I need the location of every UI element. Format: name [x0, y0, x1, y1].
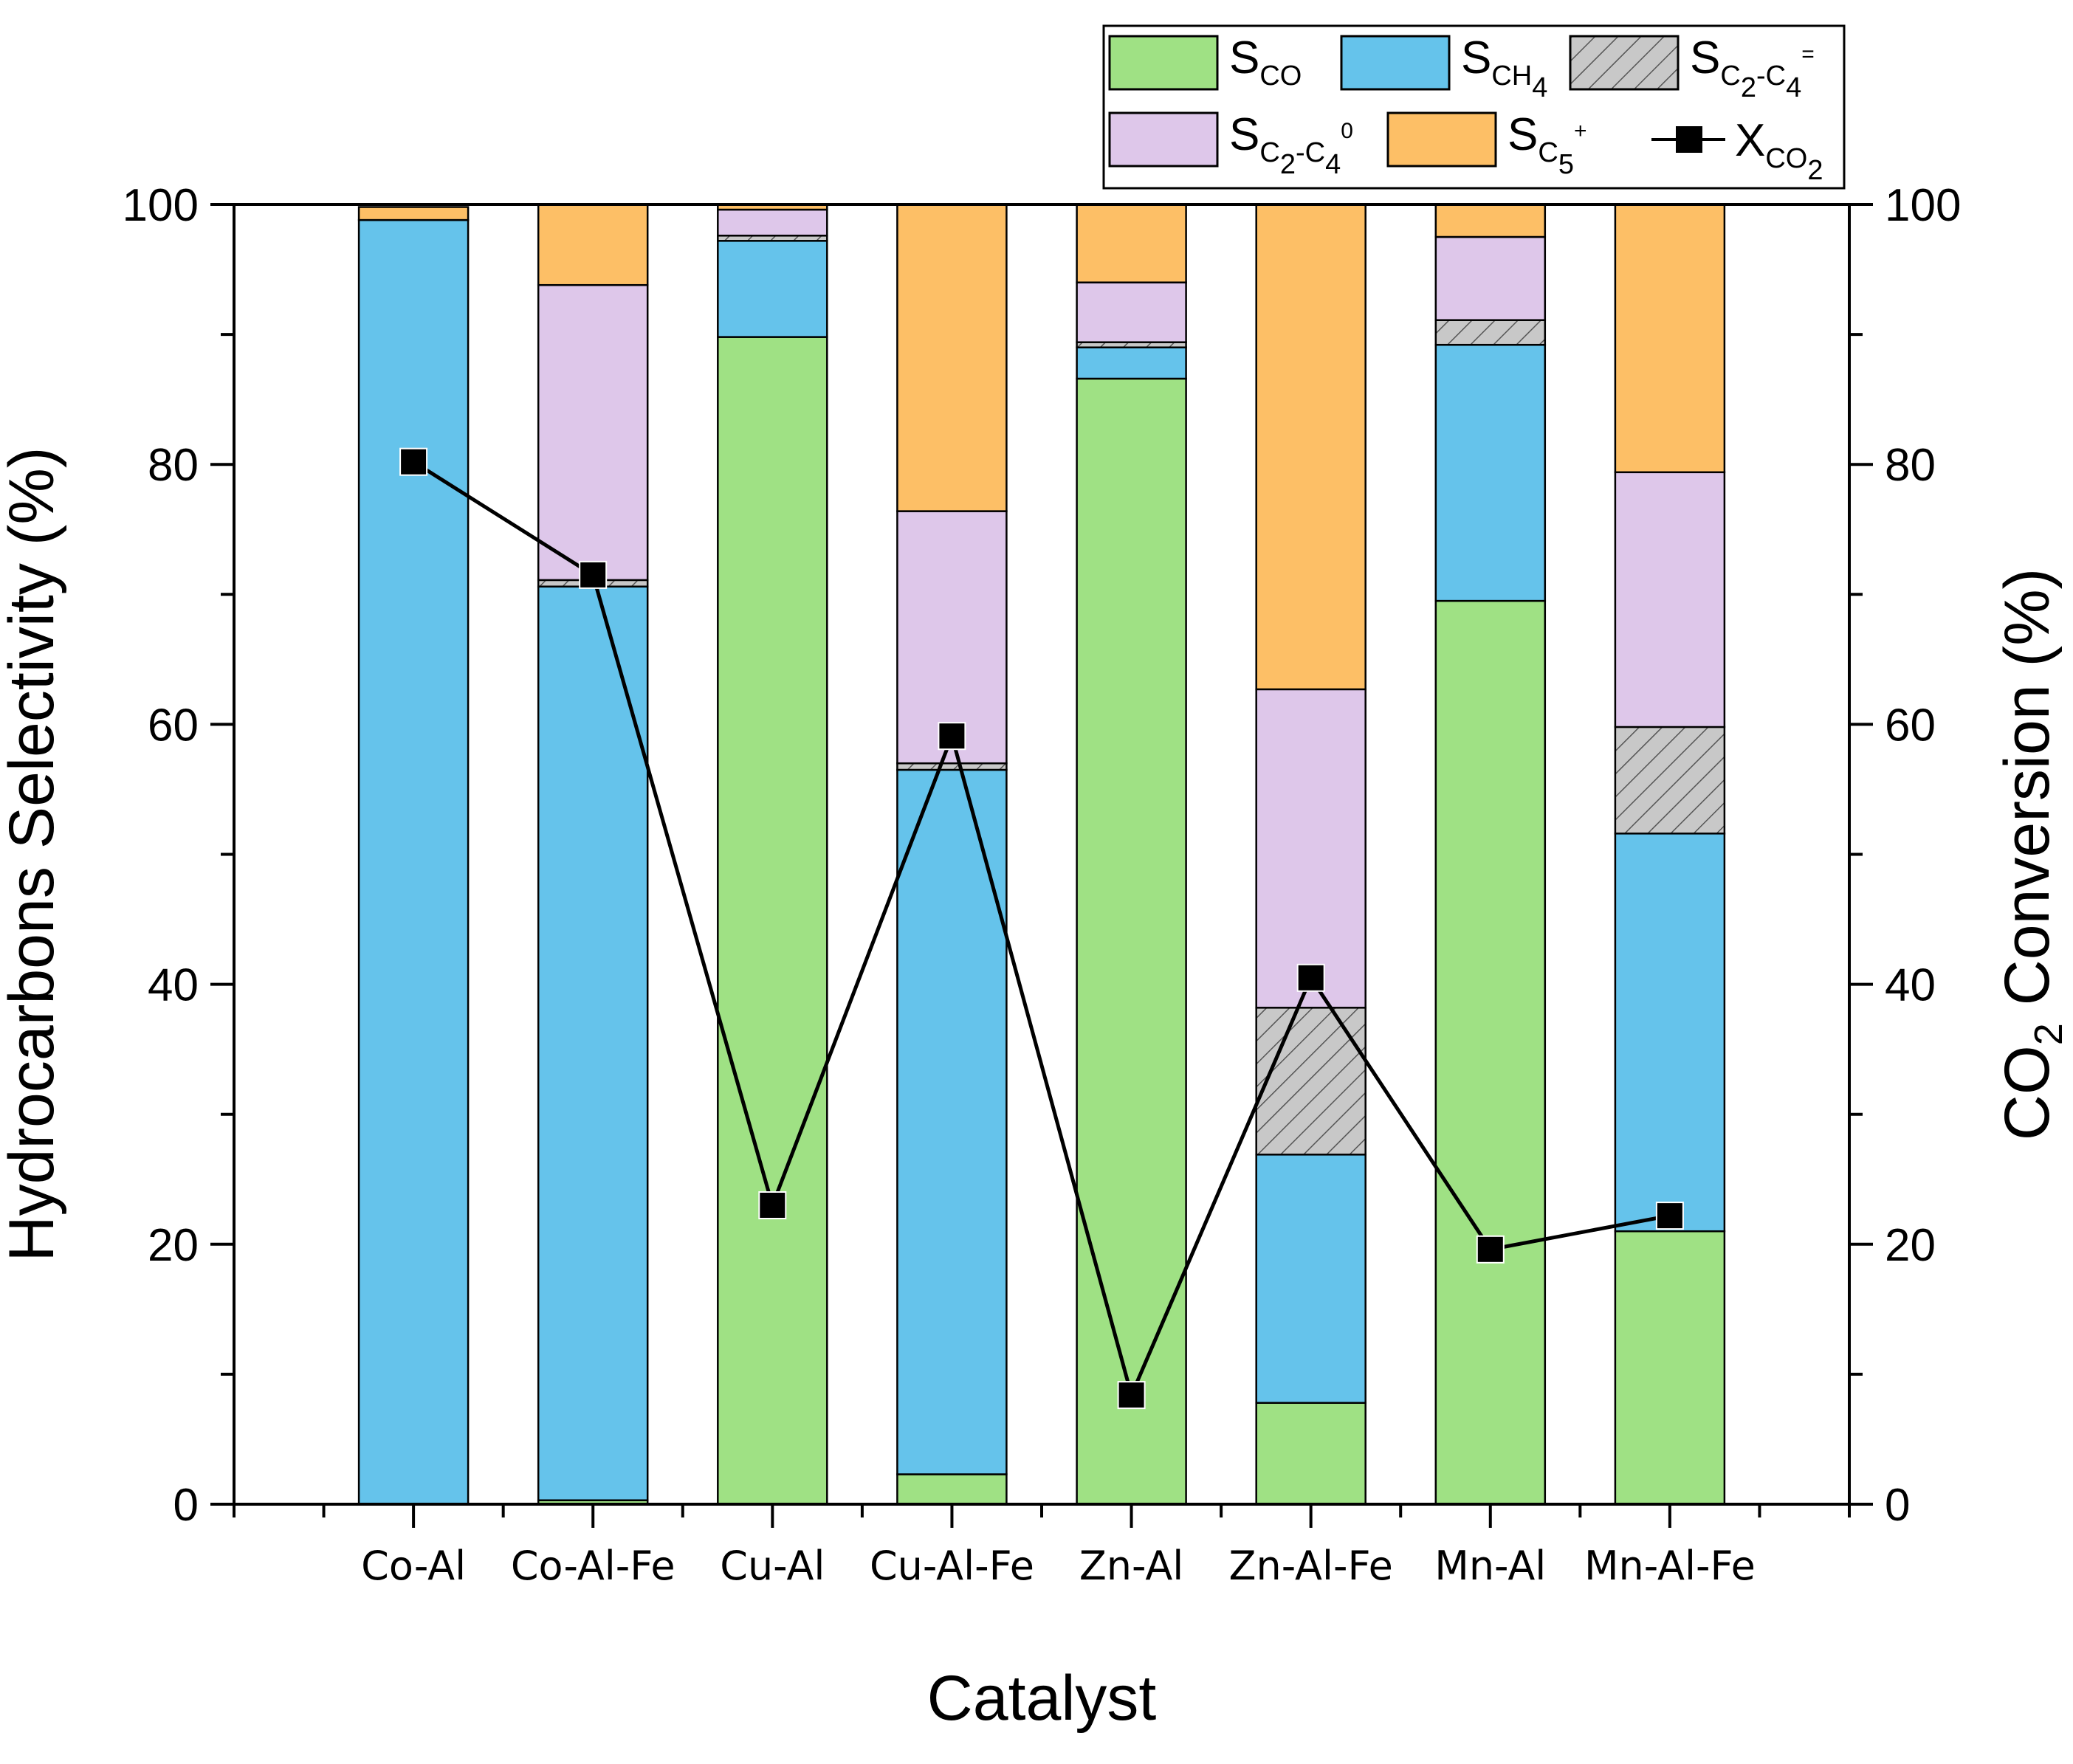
y2-tick-label: 20 — [1885, 1220, 1936, 1271]
legend-swatch-s-c5- — [1386, 111, 1497, 168]
conversion-marker-mn-al-fe — [1655, 1202, 1684, 1230]
conversion-marker-cu-al — [758, 1191, 787, 1219]
legend-label-s-co: SCO — [1229, 32, 1302, 92]
bar-segment-s-c2-c4-0-zn-al — [1076, 281, 1187, 343]
x-tick-label: Zn-Al — [1079, 1543, 1183, 1589]
bar-segment-s-c2-c4--mn-al — [1434, 319, 1547, 346]
legend-swatch-s-ch4 — [1340, 35, 1451, 91]
bar-segment-s-co-zn-al — [1076, 377, 1187, 1506]
y2-tick-label: 40 — [1885, 960, 1936, 1011]
bar-segment-s-ch4-zn-al — [1076, 346, 1187, 380]
x-tick-label: Cu-Al-Fe — [870, 1543, 1034, 1589]
conversion-line — [412, 460, 1671, 1401]
bar-segment-s-c2-c4-0-cu-al — [717, 208, 828, 237]
y-tick-label: 20 — [148, 1220, 199, 1271]
x-tick-label: Cu-Al — [720, 1543, 825, 1589]
conversion-marker-mn-al — [1476, 1235, 1505, 1264]
bar-segment-s-c5--zn-al — [1076, 203, 1187, 283]
bar-segment-s-co-mn-al-fe — [1614, 1230, 1726, 1506]
bar-segment-s-c2-c4-0-cu-al-fe — [896, 510, 1008, 765]
conversion-marker-co-al — [399, 447, 428, 476]
y2-tick-label: 60 — [1885, 700, 1936, 751]
y-tick-label: 60 — [148, 700, 199, 751]
x-tick-label: Mn-Al — [1434, 1543, 1546, 1589]
bar-segment-s-c2-c4--cu-al-fe — [896, 762, 1008, 771]
legend-label-s-c5-: SC5+ — [1508, 109, 1586, 180]
bar-segment-s-c5--cu-al-fe — [896, 203, 1008, 512]
line-layer — [399, 447, 1684, 1410]
legend-layer: SCO SCH4 SC2-C4= SC2-C40 SC5+ XCO2 — [1102, 24, 1846, 190]
legend-marker-sample — [1676, 126, 1702, 153]
x-tick-label: Mn-Al-Fe — [1584, 1543, 1756, 1589]
frame-layer — [210, 203, 1873, 1528]
bar-segment-s-co-zn-al-fe — [1255, 1402, 1366, 1506]
y-tick-label: 100 — [123, 180, 199, 231]
y-tick-label: 40 — [148, 960, 199, 1011]
bar-segment-s-co-cu-al-fe — [896, 1473, 1008, 1506]
bar-segment-s-c2-c4--zn-al-fe — [1255, 1007, 1366, 1156]
y2-tick-label: 0 — [1885, 1480, 1910, 1531]
y2-axis-title: CO2 Conversion (%) — [1992, 568, 2071, 1141]
x-tick-label: Co-Al — [361, 1543, 466, 1589]
y-tick-label: 80 — [148, 440, 199, 491]
text-layer: 0 20 40 60 80 100 0 20 40 60 80 100 Co-Al Co-Al-Fe Cu-… — [0, 180, 2071, 1734]
bar-segment-s-ch4-mn-al — [1434, 343, 1547, 602]
legend-swatch-s-c2-c4-0 — [1108, 111, 1219, 168]
bar-segment-s-c5--mn-al-fe — [1614, 203, 1726, 474]
legend-label-s-c2-c4-0: SC2-C40 — [1229, 109, 1353, 180]
conversion-marker-zn-al — [1117, 1381, 1146, 1410]
conversion-marker-co-al-fe — [579, 560, 608, 589]
y2-tick-label: 100 — [1885, 180, 1961, 231]
legend-swatch-s-c2-c4- — [1569, 35, 1680, 91]
bar-segment-s-co-cu-al — [717, 336, 828, 1506]
bar-segment-s-c5--co-al — [357, 206, 470, 221]
bar-segment-s-c5--zn-al-fe — [1255, 203, 1366, 691]
conversion-marker-cu-al-fe — [938, 722, 966, 751]
bars-layer — [357, 203, 1726, 1506]
bar-segment-s-ch4-zn-al-fe — [1255, 1154, 1366, 1404]
y2-tick-label: 80 — [1885, 440, 1936, 491]
bar-segment-s-c2-c4-0-mn-al-fe — [1614, 471, 1726, 728]
bar-segment-s-ch4-cu-al-fe — [896, 768, 1008, 1475]
legend-label-s-ch4: SCH4 — [1461, 32, 1547, 103]
legend-swatch-s-co — [1108, 35, 1219, 91]
x-tick-label: Zn-Al-Fe — [1229, 1543, 1393, 1589]
bar-segment-s-c5--mn-al — [1434, 203, 1547, 238]
bar-segment-s-ch4-cu-al — [717, 240, 828, 338]
bar-segment-s-c2-c4-0-co-al-fe — [537, 283, 649, 582]
legend-label-x-co2: XCO2 — [1735, 115, 1823, 186]
bar-segment-s-c2-c4-0-zn-al-fe — [1255, 688, 1366, 1009]
bar-segment-s-ch4-co-al-fe — [537, 585, 649, 1501]
bar-segment-s-ch4-co-al — [357, 218, 470, 1506]
x-tick-label: Co-Al-Fe — [511, 1543, 675, 1589]
bar-segment-s-c5--co-al-fe — [537, 203, 649, 286]
conversion-marker-zn-al-fe — [1296, 963, 1325, 992]
bar-segment-s-ch4-mn-al-fe — [1614, 833, 1726, 1233]
y-axis-title: Hydrocarbons Selectivity (%) — [0, 447, 67, 1261]
y-tick-label: 0 — [173, 1480, 199, 1531]
legend-label-s-c2-c4-: SC2-C4= — [1690, 32, 1815, 103]
bar-segment-s-co-mn-al — [1434, 599, 1547, 1506]
bar-segment-s-c2-c4--mn-al-fe — [1614, 726, 1726, 835]
bar-segment-s-c2-c4-0-mn-al — [1434, 235, 1547, 321]
x-axis-title: Catalyst — [927, 1663, 1157, 1734]
plot-frame — [233, 203, 1851, 1506]
